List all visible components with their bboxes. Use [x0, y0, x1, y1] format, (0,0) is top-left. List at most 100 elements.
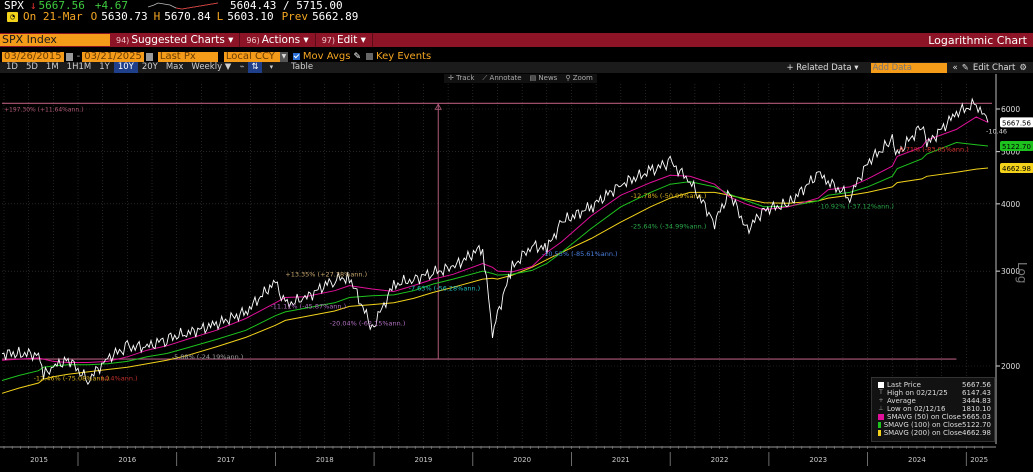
legend-item: T High on 02/21/25 6147.43 [878, 389, 991, 397]
legend-glyph-icon: T [879, 389, 883, 396]
actions-menu[interactable]: 96) Actions ▾ [240, 33, 316, 47]
legend-item: SMAVG (50) on Close 5665.03 [878, 413, 991, 421]
legend-value: 6147.43 [962, 389, 991, 397]
x-tick-label: 2016 [118, 456, 136, 464]
legend-label: SMAVG (50) on Close [887, 413, 961, 421]
calendar-icon[interactable] [145, 52, 153, 61]
legend-item: + Average 3444.83 [878, 397, 991, 405]
prev-label: Prev [281, 10, 309, 23]
price-chart[interactable]: 2000 3000 4000 5000 6000 Log 2015 2016 2017 2018 2… [0, 73, 1033, 472]
axis-value-badge-text: 5667.56 [1002, 119, 1031, 127]
x-tick-label: 2021 [612, 456, 630, 464]
menu-number: 96) [246, 36, 260, 45]
related-data-button[interactable]: + Related Data ▾ [786, 62, 859, 73]
legend-value: 5122.70 [962, 421, 991, 429]
mov-avgs-label[interactable]: Mov Avgs [302, 51, 351, 62]
drawdown-annotation: -11.11% (-45.87%ann.) [270, 302, 346, 310]
end-date-input[interactable]: 03/21/2025 [82, 50, 144, 62]
x-tick-label: 2017 [217, 456, 235, 464]
x-tick-label: 2023 [809, 456, 827, 464]
prev-value: 5662.89 [312, 10, 359, 23]
x-tick-label: 2020 [513, 456, 531, 464]
x-tick-label: 2015 [30, 456, 48, 464]
period-20y[interactable]: 20Y [141, 62, 158, 72]
field-select[interactable]: Last Px [157, 51, 218, 62]
y-tick-label: 5000 [1001, 148, 1020, 157]
range-low: 5604.43 [229, 0, 277, 12]
low-label: L [216, 10, 224, 23]
chart-type-title: Logarithmic Chart [928, 33, 1027, 47]
gear-icon[interactable]: ⚙ [1019, 62, 1027, 73]
key-events-label[interactable]: Key Events [376, 51, 432, 62]
drawdown-annotation: -12.78% (-50.99%ann.) [631, 192, 707, 200]
security-input[interactable]: SPX Index [0, 34, 110, 46]
series-line-last-price [1, 97, 989, 386]
high-value: 5670.84 [164, 10, 211, 23]
last-price: 5667.56 [38, 0, 85, 12]
gauge-icon[interactable]: ◔ [7, 12, 18, 22]
menu-number: 97) [321, 36, 335, 45]
suggested-charts-menu[interactable]: 94) Suggested Charts ▾ [110, 33, 241, 47]
legend-label: SMAVG (200) on Close [883, 429, 963, 437]
annotate-tool[interactable]: ⟋ Annotate [482, 74, 522, 82]
legend-value: 5667.56 [962, 381, 991, 389]
open-label: O [90, 10, 98, 23]
axis-value-badge [1000, 162, 1033, 173]
period-1d[interactable]: 1D [6, 62, 18, 72]
x-tick-label: 2025 [970, 456, 988, 464]
track-tool[interactable]: ✛ Track [448, 74, 475, 82]
range-high: 5715.00 [296, 0, 343, 12]
add-data-input[interactable] [870, 62, 947, 73]
pencil-icon[interactable]: ✎ [353, 51, 362, 62]
axis-value-badge [1000, 140, 1033, 151]
edit-chart-button[interactable]: Edit Chart [972, 62, 1016, 73]
frequency-select[interactable]: Weekly ▼ [191, 62, 232, 72]
period-1y[interactable]: 1Y [99, 62, 110, 72]
calendar-icon[interactable] [65, 52, 73, 61]
menu-label: Actions ▾ [261, 34, 309, 46]
drawdown-annotation: -7.63% (-56.28%ann.) [409, 285, 481, 293]
legend-glyph-icon: ⊥ [878, 405, 884, 412]
period-max[interactable]: Max [165, 62, 184, 72]
period-5d[interactable]: 5D [25, 62, 38, 72]
low-value: 5603.10 [227, 10, 274, 23]
key-events-checkbox[interactable] [366, 53, 374, 60]
legend-swatch [878, 422, 881, 428]
start-date-input[interactable]: 03/26/2015 [2, 50, 64, 62]
legend-value: 5665.03 [962, 413, 991, 421]
legend-label: Average [887, 397, 916, 405]
zoom-tool[interactable]: ⚲ Zoom [565, 74, 593, 82]
drawdown-annotation: +13.35% (+27.38%ann.) [285, 271, 367, 279]
currency-select[interactable]: Local CCY [223, 51, 280, 62]
collapse-icon[interactable]: « [952, 62, 958, 73]
chevron-down-icon[interactable]: ▼ [279, 51, 288, 62]
drawdown-annotation: -10.55% (-85.61%ann.) [542, 250, 618, 258]
news-tool[interactable]: ▤ News [529, 74, 558, 82]
period-1m[interactable]: 1M [45, 62, 59, 72]
x-tick-label: 2018 [316, 456, 334, 464]
legend-item: SMAVG (200) on Close 4662.98 [878, 429, 991, 437]
axis-value-badge-text: 4662.98 [1002, 165, 1031, 173]
chart-settings-row: 03/26/2015 - 03/21/2025 Last Px Local CC… [0, 51, 1033, 62]
period-1h1m[interactable]: 1H1M [66, 62, 92, 72]
table-button[interactable]: Table [291, 62, 314, 72]
mov-avgs-checkbox[interactable] [292, 53, 300, 60]
legend-value: 4662.98 [962, 429, 991, 437]
legend-glyph-icon: + [878, 397, 884, 404]
period-toolbar: 1D 5D 1M 1H1M 1Y 10Y 20Y Max Weekly ▼ ⌁ … [0, 62, 1033, 73]
legend-swatch [878, 430, 881, 436]
line-chart-icon[interactable]: ⌁ [239, 62, 245, 72]
menu-label: Suggested Charts ▾ [131, 34, 234, 46]
chart-tools: ✛ Track ⟋ Annotate ▤ News ⚲ Zoom [444, 74, 597, 83]
x-tick-label: 2024 [908, 456, 926, 464]
menu-number: 94) [116, 36, 130, 45]
date-separator: - [76, 51, 81, 62]
drawdown-annotation: -10.92% (-37.12%ann.) [818, 203, 894, 211]
sparkline-icon [147, 2, 218, 9]
sort-icon[interactable]: ⇅ [248, 62, 262, 73]
chevron-down-icon[interactable]: ▾ [269, 63, 274, 71]
period-10y[interactable]: 10Y [113, 62, 138, 73]
edit-menu[interactable]: 97) Edit ▾ [316, 33, 373, 47]
legend-swatch [878, 382, 884, 388]
chart-legend: Last Price 5667.56 T High on 02/21/25 6147.4… [871, 377, 995, 442]
